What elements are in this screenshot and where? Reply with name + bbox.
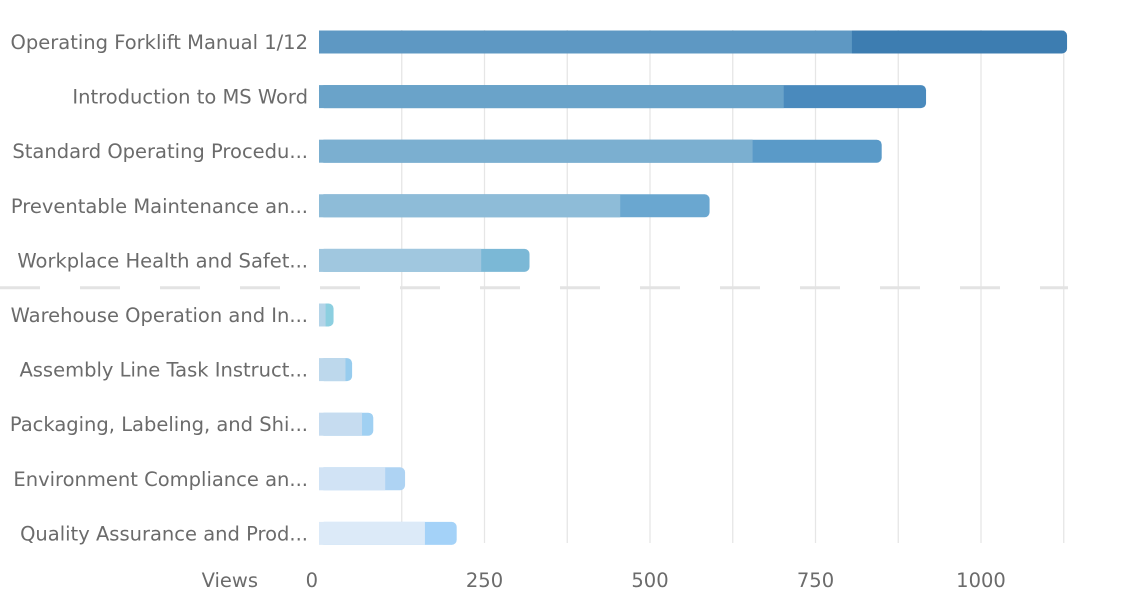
category-label: Standard Operating Procedu... xyxy=(12,140,308,163)
category-label: Preventable Maintenance an... xyxy=(11,195,308,218)
bar-segment-1 xyxy=(319,412,363,436)
bar-segment-1 xyxy=(319,30,852,54)
x-axis-title: Views xyxy=(202,569,258,592)
category-label: Packaging, Labeling, and Shi... xyxy=(10,413,308,436)
bar-segment-1 xyxy=(319,467,386,491)
bar-segment-1 xyxy=(319,358,346,382)
bar-segment-1 xyxy=(319,139,753,163)
bar-segment-1 xyxy=(319,303,326,327)
x-tick-label: 1000 xyxy=(956,569,1006,592)
category-label: Quality Assurance and Prod... xyxy=(20,522,308,545)
x-tick-label: 0 xyxy=(306,569,318,592)
category-label: Operating Forklift Manual 1/12 xyxy=(11,31,309,54)
bars xyxy=(319,30,1068,545)
category-label: Workplace Health and Safet... xyxy=(17,249,308,272)
category-labels: Operating Forklift Manual 1/12 Introducti… xyxy=(10,31,308,545)
bar-segment-1 xyxy=(319,85,784,109)
x-tick-label: 500 xyxy=(631,569,668,592)
category-label: Assembly Line Task Instruct... xyxy=(19,359,308,382)
bar-segment-1 xyxy=(319,194,621,218)
category-label: Warehouse Operation and In... xyxy=(11,304,308,327)
x-axis: Views 0 250 500 750 1000 xyxy=(202,569,1006,592)
bar-segment-1 xyxy=(319,248,482,272)
x-tick-label: 250 xyxy=(466,569,503,592)
x-tick-label: 750 xyxy=(797,569,834,592)
category-label: Introduction to MS Word xyxy=(72,86,308,109)
bar-segment-1 xyxy=(319,521,425,545)
category-label: Environment Compliance an... xyxy=(13,468,308,491)
